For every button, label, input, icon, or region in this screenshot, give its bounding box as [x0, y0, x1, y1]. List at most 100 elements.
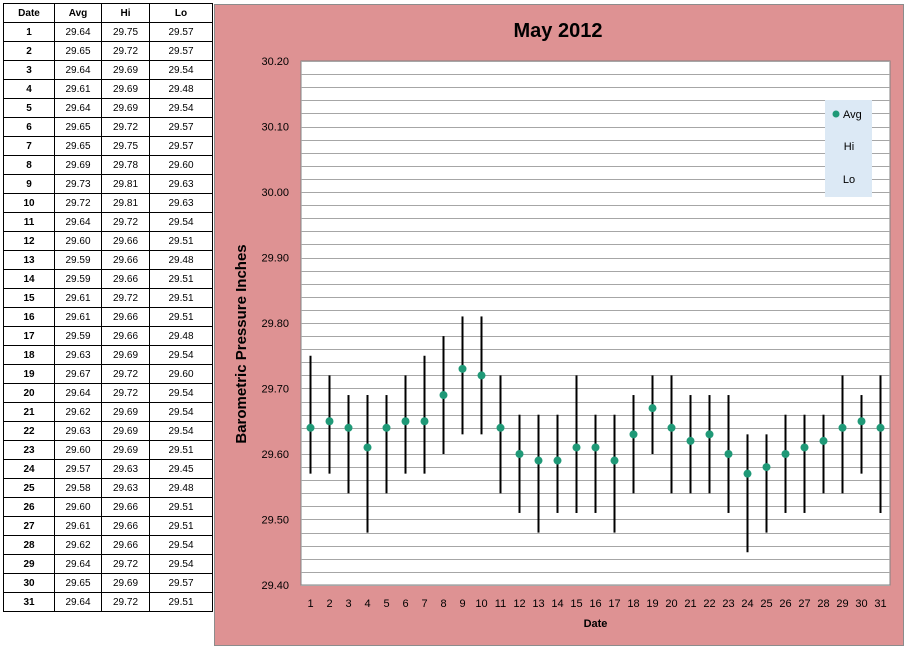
- table-row: 7 29.65 29.75 29.57: [3, 136, 213, 156]
- table-cell-hi: 29.72: [101, 212, 150, 232]
- avg-marker: [420, 417, 429, 426]
- table-cell-avg: 29.60: [54, 497, 102, 517]
- table-cell-lo: 29.57: [149, 22, 213, 42]
- table-row: 26 29.60 29.66 29.51: [3, 497, 213, 517]
- chart-title: May 2012: [514, 20, 603, 42]
- table-cell-date: 23: [3, 440, 55, 460]
- table-cell-date: 2: [3, 41, 55, 61]
- table-cell-hi: 29.66: [101, 231, 150, 251]
- table-cell-hi: 29.69: [101, 98, 150, 118]
- table-cell-hi: 29.78: [101, 155, 150, 175]
- table-row: 6 29.65 29.72 29.57: [3, 117, 213, 137]
- table-row: 24 29.57 29.63 29.45: [3, 459, 213, 479]
- table-cell-lo: 29.54: [149, 212, 213, 232]
- y-tick-label: 29.70: [261, 384, 289, 396]
- column-header-lo: Lo: [149, 3, 213, 23]
- table-cell-date: 19: [3, 364, 55, 384]
- table-row: 22 29.63 29.69 29.54: [3, 421, 213, 441]
- table-cell-avg: 29.65: [54, 41, 102, 61]
- table-row: 28 29.62 29.66 29.54: [3, 535, 213, 555]
- x-tick-label: 10: [475, 598, 487, 610]
- table-cell-hi: 29.69: [101, 402, 150, 422]
- avg-marker: [458, 364, 467, 373]
- table-cell-hi: 29.75: [101, 22, 150, 42]
- avg-marker: [515, 450, 524, 458]
- table-row: 11 29.64 29.72 29.54: [3, 212, 213, 232]
- avg-marker: [857, 417, 866, 426]
- table-cell-lo: 29.54: [149, 98, 213, 118]
- avg-marker: [534, 456, 543, 465]
- table-cell-avg: 29.61: [54, 307, 102, 327]
- table-row: 8 29.69 29.78 29.60: [3, 155, 213, 175]
- y-tick-label: 29.40: [261, 580, 289, 592]
- table-cell-hi: 29.81: [101, 193, 150, 213]
- x-tick-label: 5: [383, 598, 389, 610]
- table-cell-date: 4: [3, 79, 55, 99]
- table-cell-lo: 29.57: [149, 136, 213, 156]
- avg-marker: [629, 430, 638, 439]
- table-cell-hi: 29.69: [101, 79, 150, 99]
- table-cell-hi: 29.72: [101, 364, 150, 384]
- avg-marker: [610, 456, 619, 465]
- table-cell-hi: 29.69: [101, 421, 150, 441]
- table-cell-lo: 29.48: [149, 79, 213, 99]
- table-cell-hi: 29.66: [101, 497, 150, 517]
- table-cell-lo: 29.48: [149, 250, 213, 270]
- table-cell-avg: 29.72: [54, 193, 102, 213]
- table-body: 1 29.64 29.75 29.57 2 29.65 29.72 29.57 3 29.64 29…: [3, 22, 213, 612]
- table-cell-lo: 29.54: [149, 60, 213, 80]
- table-cell-avg: 29.64: [54, 60, 102, 80]
- table-cell-lo: 29.48: [149, 478, 213, 498]
- table-cell-lo: 29.63: [149, 193, 213, 213]
- table-cell-avg: 29.65: [54, 573, 102, 593]
- table-cell-date: 28: [3, 535, 55, 555]
- x-tick-label: 24: [741, 598, 753, 610]
- table-cell-date: 6: [3, 117, 55, 137]
- table-cell-avg: 29.69: [54, 155, 102, 175]
- x-tick-label: 11: [495, 598, 506, 610]
- table-cell-date: 1: [3, 22, 55, 42]
- table-cell-lo: 29.54: [149, 535, 213, 555]
- x-tick-label: 1: [307, 598, 313, 610]
- table-cell-date: 20: [3, 383, 55, 403]
- table-row: 20 29.64 29.72 29.54: [3, 383, 213, 403]
- legend-label-hi: Hi: [844, 141, 854, 153]
- table-cell-date: 29: [3, 554, 55, 574]
- table-cell-lo: 29.57: [149, 117, 213, 137]
- x-tick-label: 18: [627, 598, 639, 610]
- table-row: 4 29.61 29.69 29.48: [3, 79, 213, 99]
- x-tick-label: 15: [570, 598, 582, 610]
- table-row: 25 29.58 29.63 29.48: [3, 478, 213, 498]
- x-tick-label: 23: [722, 598, 734, 610]
- table-cell-hi: 29.66: [101, 250, 150, 270]
- table-row: 9 29.73 29.81 29.63: [3, 174, 213, 194]
- avg-marker: [572, 443, 581, 452]
- table-row: 30 29.65 29.69 29.57: [3, 573, 213, 593]
- table-cell-lo: 29.57: [149, 41, 213, 61]
- table-cell-lo: 29.54: [149, 402, 213, 422]
- table-cell-date: 25: [3, 478, 55, 498]
- x-tick-label: 3: [345, 598, 351, 610]
- table-cell-avg: 29.63: [54, 345, 102, 365]
- x-tick-label: 12: [513, 598, 525, 610]
- x-tick-label: 8: [440, 598, 446, 610]
- x-tick-label: 22: [703, 598, 715, 610]
- avg-marker: [591, 443, 600, 452]
- avg-marker: [667, 423, 676, 432]
- table-cell-date: 9: [3, 174, 55, 194]
- table-row: 29 29.64 29.72 29.54: [3, 554, 213, 574]
- x-tick-label: 17: [608, 598, 620, 610]
- table-cell-lo: 29.45: [149, 459, 213, 479]
- y-tick-label: 30.00: [261, 187, 289, 199]
- table-cell-lo: 29.51: [149, 269, 213, 289]
- table-cell-hi: 29.69: [101, 60, 150, 80]
- y-tick-label: 29.50: [261, 515, 289, 527]
- table-cell-avg: 29.60: [54, 440, 102, 460]
- table-row: 27 29.61 29.66 29.51: [3, 516, 213, 536]
- table-cell-avg: 29.73: [54, 174, 102, 194]
- table-cell-lo: 29.54: [149, 554, 213, 574]
- avg-marker: [496, 423, 505, 432]
- avg-marker: [819, 436, 828, 445]
- legend-avg-marker: [832, 110, 840, 118]
- table-cell-date: 8: [3, 155, 55, 175]
